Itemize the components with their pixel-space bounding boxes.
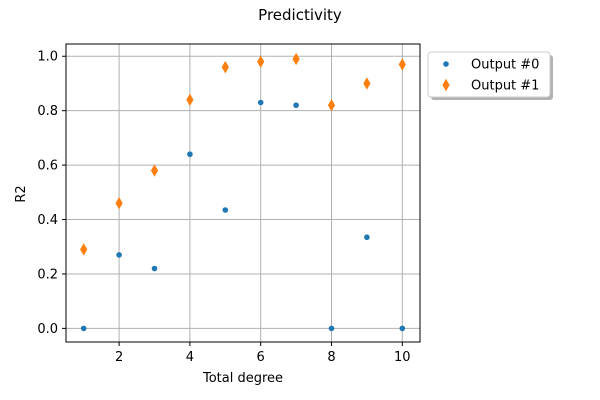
data-point [327,99,336,112]
y-tick-label: 0.8 [37,104,58,119]
grid [66,44,420,342]
data-point [80,243,88,256]
x-tick-label: 6 [257,350,265,365]
data-point [363,77,371,90]
data-point [293,102,299,109]
legend-label: Output #0 [471,58,539,73]
plot-frame [65,43,421,343]
data-marks [80,52,406,332]
data-point [151,265,158,272]
data-point [115,197,123,210]
y-tick-label: 0.6 [37,159,58,174]
data-point [80,325,87,332]
y-tick-label: 1.0 [37,50,58,65]
y-tick-label: 0.4 [37,213,58,228]
series-1 [80,52,406,256]
x-axis-label: Total degree [202,371,283,386]
data-point [328,325,335,332]
x-tick-label: 2 [115,350,123,365]
y-tick-label: 0.0 [37,322,58,337]
data-point [187,151,193,158]
legend-box [427,51,551,98]
data-point [222,207,229,213]
legend-marker [443,61,449,67]
x-tick-label: 4 [186,350,194,365]
data-point [292,52,300,66]
legend-label: Output #1 [471,79,539,94]
y-tick-label: 0.2 [37,267,58,282]
data-point [364,234,370,241]
x-tick-label: 10 [394,350,411,365]
legend: Output #0 Output #1 [427,51,553,100]
data-point [150,164,159,177]
data-point [116,252,122,258]
data-point [257,99,264,106]
data-point [399,325,406,332]
data-point [398,58,406,71]
series-0 [80,99,406,332]
data-point [221,60,229,74]
data-point [257,55,265,68]
y-axis-label: R2 [14,185,29,202]
axis-ticks: 2 4 6 8 10 0.0 0.2 0.4 0.6 0.8 1.0 [37,50,410,365]
x-tick-label: 8 [327,350,335,365]
data-point [186,93,194,106]
legend-marker [442,78,450,92]
chart-title: Predictivity [258,6,342,24]
